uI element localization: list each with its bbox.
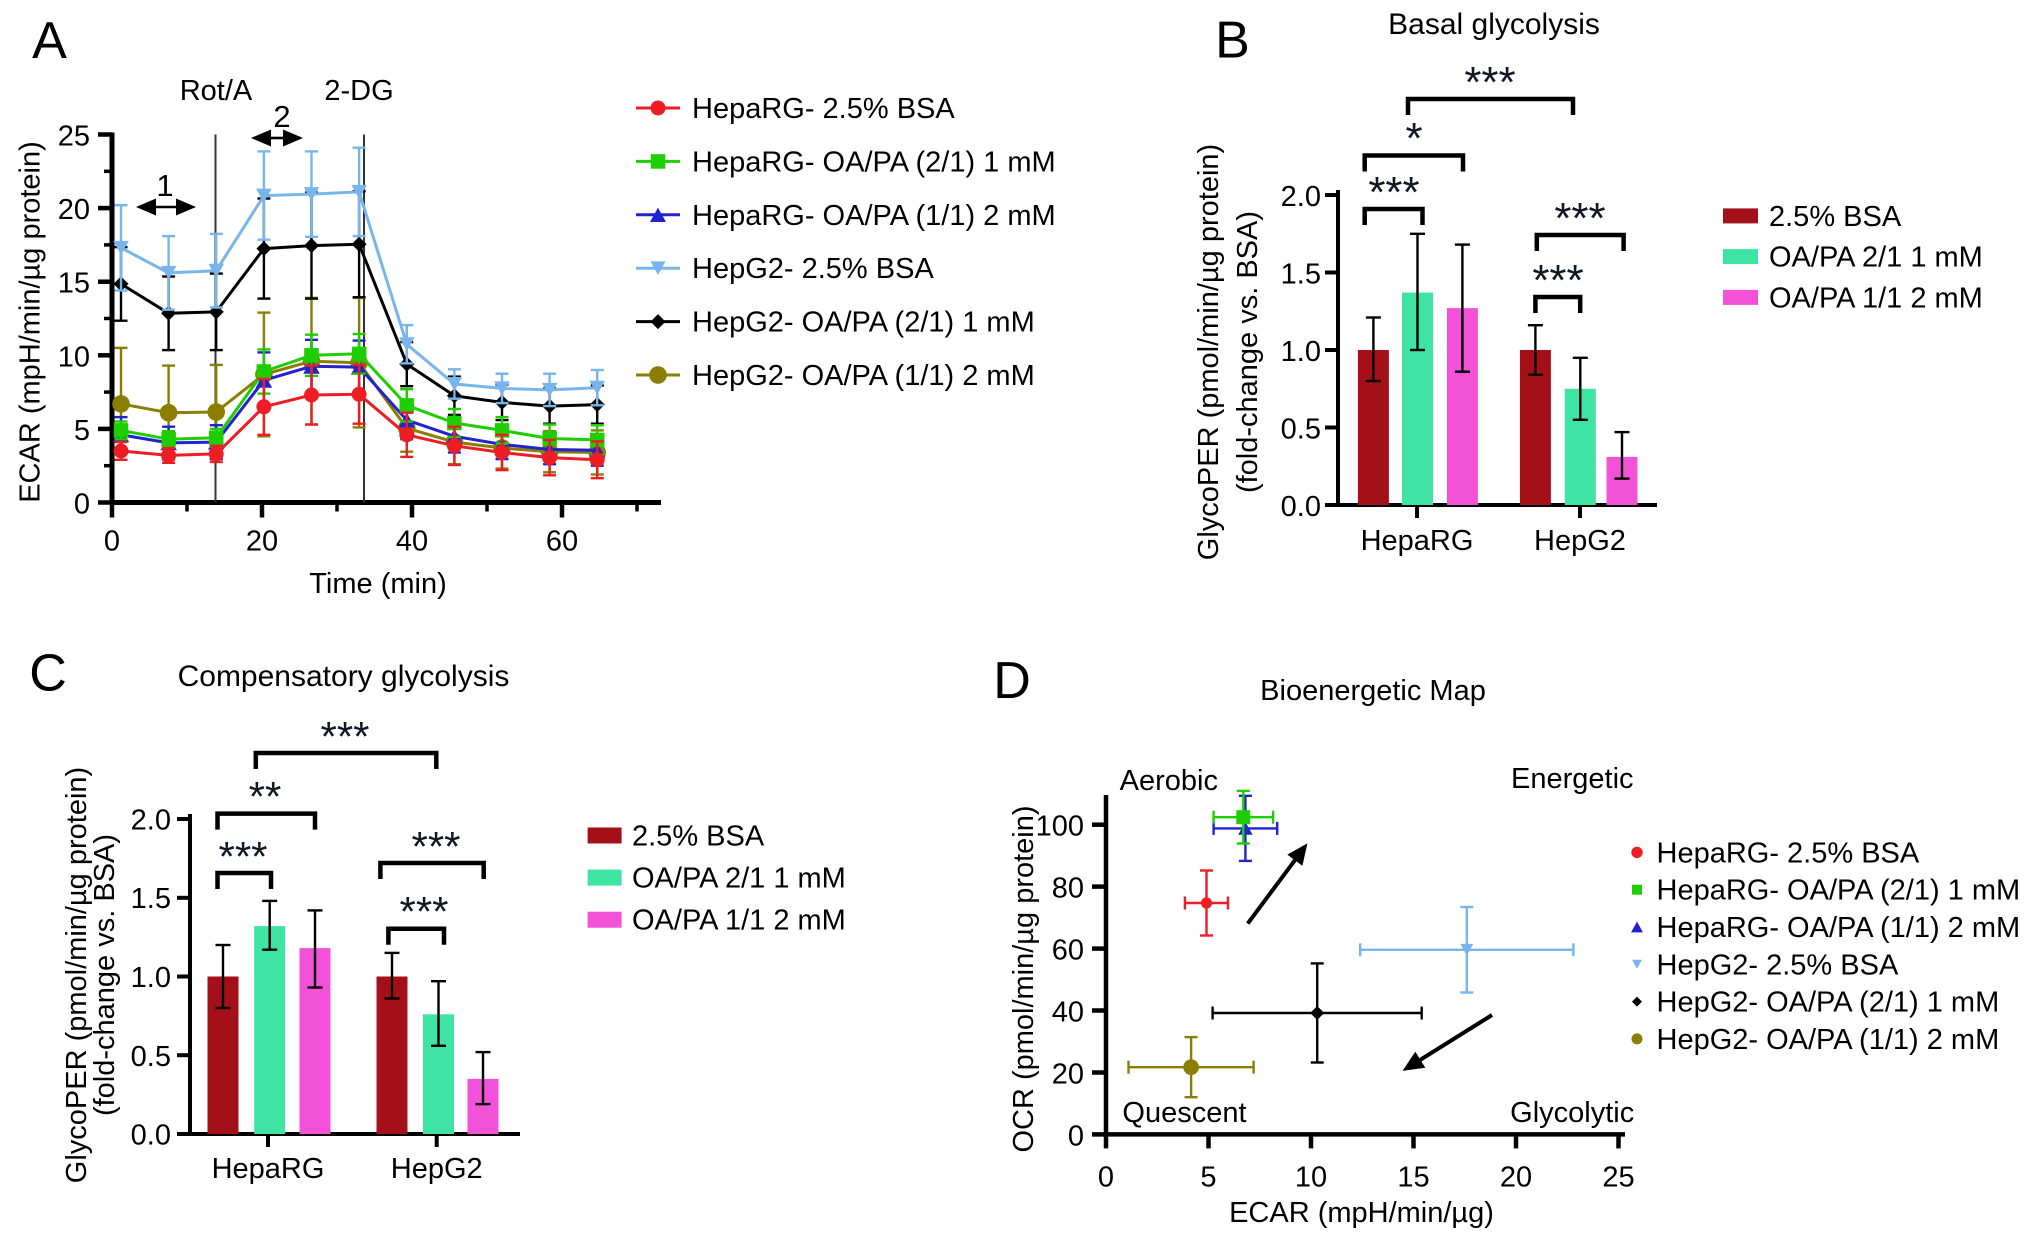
svg-text:HepaRG- OA/PA (1/1) 2 mM: HepaRG- OA/PA (1/1) 2 mM: [692, 200, 1056, 232]
svg-text:HepaRG- OA/PA (1/1) 2 mM: HepaRG- OA/PA (1/1) 2 mM: [1657, 912, 2021, 944]
svg-text:Energetic: Energetic: [1511, 763, 1634, 795]
svg-text:*: *: [1405, 114, 1422, 163]
svg-text:Compensatory glycolysis: Compensatory glycolysis: [178, 660, 510, 693]
svg-text:Aerobic: Aerobic: [1120, 765, 1218, 797]
svg-text:60: 60: [1052, 935, 1084, 967]
svg-text:OCR (pmol/min/µg protein): OCR (pmol/min/µg protein): [1008, 805, 1040, 1152]
svg-text:0.0: 0.0: [131, 1120, 171, 1152]
svg-text:100: 100: [1036, 811, 1084, 843]
svg-text:5: 5: [74, 415, 90, 447]
svg-text:OA/PA 1/1 2 mM: OA/PA 1/1 2 mM: [632, 905, 846, 937]
svg-text:A: A: [32, 12, 67, 70]
svg-text:20: 20: [246, 526, 278, 558]
svg-text:0.0: 0.0: [1281, 491, 1321, 523]
svg-text:40: 40: [1052, 997, 1084, 1029]
svg-text:15: 15: [58, 268, 90, 300]
svg-text:0: 0: [1098, 1161, 1114, 1193]
svg-text:**: **: [249, 773, 282, 820]
svg-text:25: 25: [1602, 1161, 1634, 1193]
svg-text:Glycolytic: Glycolytic: [1510, 1097, 1634, 1129]
svg-text:***: ***: [320, 713, 369, 760]
svg-text:HepG2: HepG2: [391, 1153, 483, 1185]
svg-text:HepG2- OA/PA (1/1) 2 mM: HepG2- OA/PA (1/1) 2 mM: [1657, 1024, 2000, 1056]
svg-text:D: D: [993, 652, 1031, 710]
svg-text:B: B: [1215, 12, 1250, 70]
svg-text:10: 10: [58, 341, 90, 373]
svg-text:HepaRG- OA/PA (2/1) 1 mM: HepaRG- OA/PA (2/1) 1 mM: [1657, 875, 2021, 907]
svg-text:2.0: 2.0: [1281, 181, 1321, 213]
svg-text:***: ***: [1368, 168, 1419, 217]
svg-text:2.0: 2.0: [131, 805, 171, 837]
svg-text:OA/PA 2/1 1 mM: OA/PA 2/1 1 mM: [632, 863, 846, 895]
svg-text:0.5: 0.5: [131, 1041, 171, 1073]
svg-text:***: ***: [411, 823, 460, 870]
svg-text:GlycoPER (pmol/min/µg protein): GlycoPER (pmol/min/µg protein): [61, 767, 93, 1183]
svg-text:HepaRG- 2.5% BSA: HepaRG- 2.5% BSA: [1657, 837, 1920, 869]
svg-text:HepaRG- OA/PA (2/1) 1 mM: HepaRG- OA/PA (2/1) 1 mM: [692, 146, 1056, 178]
svg-text:20: 20: [58, 194, 90, 226]
svg-text:HepG2- OA/PA (2/1) 1 mM: HepG2- OA/PA (2/1) 1 mM: [1657, 987, 2000, 1019]
svg-text:40: 40: [396, 526, 428, 558]
svg-text:1.5: 1.5: [131, 883, 171, 915]
svg-text:(fold-change vs. BSA): (fold-change vs. BSA): [89, 834, 121, 1116]
svg-text:Bioenergetic Map: Bioenergetic Map: [1260, 675, 1486, 707]
svg-text:0: 0: [74, 489, 90, 521]
svg-text:1.0: 1.0: [1281, 336, 1321, 368]
svg-text:80: 80: [1052, 873, 1084, 905]
svg-text:ECAR (mpH/min/µg): ECAR (mpH/min/µg): [1229, 1197, 1494, 1229]
svg-text:0: 0: [104, 526, 120, 558]
svg-text:HepG2- OA/PA (1/1) 2 mM: HepG2- OA/PA (1/1) 2 mM: [692, 360, 1035, 392]
svg-text:HepaRG: HepaRG: [212, 1153, 325, 1185]
svg-text:60: 60: [546, 526, 578, 558]
svg-text:***: ***: [1464, 58, 1515, 107]
svg-text:1.0: 1.0: [131, 962, 171, 994]
svg-text:15: 15: [1397, 1161, 1429, 1193]
svg-text:GlycoPER (pmol/min/µg protein): GlycoPER (pmol/min/µg protein): [1193, 144, 1225, 560]
svg-text:2: 2: [273, 99, 290, 134]
svg-text:20: 20: [1500, 1161, 1532, 1193]
svg-text:***: ***: [1554, 194, 1605, 243]
svg-text:HepG2- OA/PA (2/1) 1 mM: HepG2- OA/PA (2/1) 1 mM: [692, 307, 1035, 339]
svg-text:1.5: 1.5: [1281, 259, 1321, 291]
svg-text:Basal glycolysis: Basal glycolysis: [1388, 8, 1600, 41]
svg-text:2-DG: 2-DG: [324, 75, 393, 107]
svg-text:HepG2- 2.5% BSA: HepG2- 2.5% BSA: [1657, 949, 1899, 981]
svg-text:HepaRG- 2.5% BSA: HepaRG- 2.5% BSA: [692, 93, 955, 125]
svg-text:2.5% BSA: 2.5% BSA: [1769, 201, 1902, 233]
svg-text:C: C: [29, 645, 67, 703]
svg-text:0.5: 0.5: [1281, 414, 1321, 446]
svg-text:1: 1: [156, 168, 173, 203]
svg-text:HepG2- 2.5% BSA: HepG2- 2.5% BSA: [692, 253, 934, 285]
svg-text:(fold-change vs. BSA): (fold-change vs. BSA): [1232, 211, 1264, 493]
svg-text:25: 25: [58, 121, 90, 153]
svg-text:0: 0: [1068, 1120, 1084, 1152]
svg-text:***: ***: [218, 833, 267, 880]
svg-text:2.5% BSA: 2.5% BSA: [632, 821, 765, 853]
svg-text:HepaRG: HepaRG: [1361, 525, 1474, 557]
svg-text:5: 5: [1200, 1161, 1216, 1193]
svg-text:***: ***: [1532, 256, 1583, 305]
svg-text:Quescent: Quescent: [1122, 1097, 1246, 1129]
svg-text:OA/PA 1/1 2 mM: OA/PA 1/1 2 mM: [1769, 282, 1983, 314]
svg-text:Time (min): Time (min): [309, 568, 446, 600]
svg-text:HepG2: HepG2: [1534, 525, 1626, 557]
svg-text:***: ***: [399, 888, 448, 935]
svg-text:Rot/A: Rot/A: [180, 75, 253, 107]
svg-text:20: 20: [1052, 1059, 1084, 1091]
svg-text:10: 10: [1295, 1161, 1327, 1193]
svg-text:ECAR (mpH/min/µg protein): ECAR (mpH/min/µg protein): [15, 141, 47, 503]
svg-text:OA/PA 2/1 1 mM: OA/PA 2/1 1 mM: [1769, 242, 1983, 274]
